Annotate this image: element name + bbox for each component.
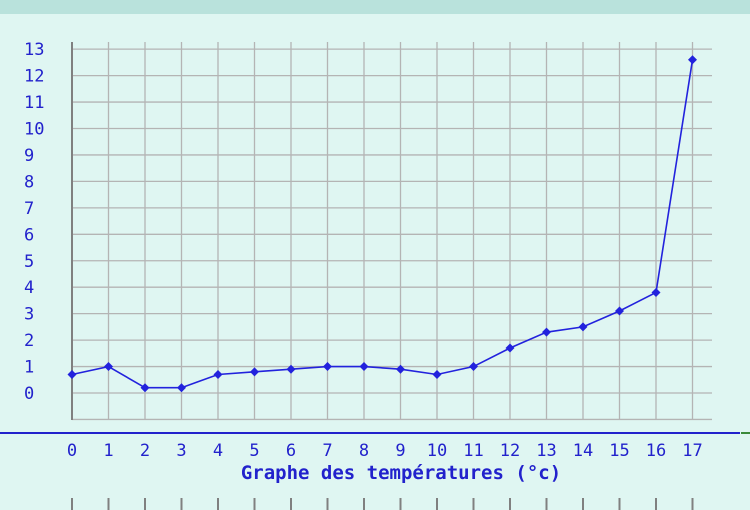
data-point: [177, 383, 186, 393]
y-tick-label: 2: [24, 331, 34, 351]
x-axis-label: Graphe des températures (°c): [241, 462, 561, 484]
x-tick-labels: 0 1 2 3 4 5 6 7 8 9 10 11 12 13 14 15 16 17: [67, 441, 703, 461]
x-tick-label: 6: [286, 441, 296, 461]
data-point: [688, 55, 697, 65]
y-tick-label: 0: [24, 384, 34, 404]
x-tick-label: 1: [103, 441, 113, 461]
x-tick-label: 11: [463, 441, 483, 461]
data-point: [286, 364, 296, 374]
data-point: [104, 362, 113, 372]
x-tick-label: 13: [536, 441, 556, 461]
data-point: [323, 362, 332, 372]
data-point: [67, 369, 77, 379]
y-tick-label: 4: [24, 278, 34, 298]
y-tick-label: 9: [24, 146, 34, 166]
y-tick-label: 5: [24, 252, 34, 272]
x-tick-label: 14: [573, 441, 593, 461]
y-tick-label: 3: [24, 305, 34, 325]
x-tick-label: 12: [500, 441, 520, 461]
data-point: [432, 369, 442, 379]
data-point: [469, 362, 478, 372]
chart-grid: [72, 42, 712, 421]
data-point: [615, 306, 624, 316]
x-tick-label: 2: [140, 441, 150, 461]
temperature-series: [67, 55, 697, 393]
x-tick-label: 9: [395, 441, 405, 461]
data-point: [651, 287, 661, 297]
y-tick-label: 10: [24, 120, 44, 140]
y-tick-label: 8: [24, 172, 34, 192]
x-tick-label: 17: [682, 441, 702, 461]
x-tick-label: 16: [646, 441, 666, 461]
y-tick-label: 6: [24, 225, 34, 245]
x-tick-label: 15: [609, 441, 629, 461]
data-point: [250, 367, 259, 377]
x-tick-label: 5: [249, 441, 259, 461]
temperature-line: [71, 59, 694, 389]
data-point: [213, 369, 223, 379]
chart-axes: [0, 42, 750, 510]
data-point: [359, 362, 369, 372]
y-tick-label: 11: [24, 93, 44, 113]
data-point: [542, 327, 551, 337]
x-tick-label: 8: [359, 441, 369, 461]
x-tick-label: 4: [213, 441, 223, 461]
data-point: [140, 383, 150, 393]
data-point: [396, 364, 405, 374]
x-tick-label: 0: [67, 441, 77, 461]
y-tick-label: 13: [24, 40, 44, 60]
data-point: [578, 322, 588, 332]
y-tick-label: 1: [24, 358, 34, 378]
y-tick-label: 7: [24, 199, 34, 219]
y-tick-label: 12: [24, 67, 44, 87]
x-tick-label: 10: [427, 441, 447, 461]
x-tick-label: 3: [176, 441, 186, 461]
top-bar: [0, 0, 750, 14]
data-point: [505, 343, 515, 353]
x-tick-label: 7: [322, 441, 332, 461]
